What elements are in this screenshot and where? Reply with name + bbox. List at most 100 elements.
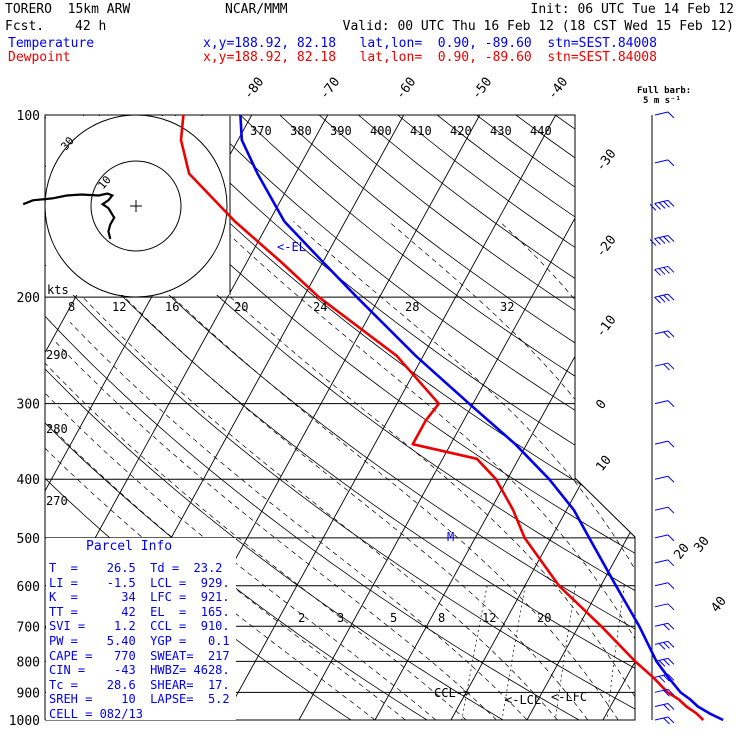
isotherm-line (222, 115, 557, 720)
wind-barb (654, 111, 675, 119)
wind-barb-flag (667, 235, 675, 242)
wind-barb-staff (654, 400, 669, 405)
isotherm-line (450, 115, 635, 720)
dry-adiabat-line (45, 115, 504, 720)
dry-adiabat-line (200, 115, 635, 720)
wind-barb-staff (654, 582, 669, 587)
init-time: Init: 06 UTC Tue 14 Feb 12 (530, 2, 735, 17)
pressure-label: 500 (17, 532, 40, 547)
wind-barb (654, 582, 675, 590)
mixing-ratio-label: 20 (537, 611, 551, 625)
moist-adiabat-line (97, 269, 589, 720)
parcel-info-title: Parcel Info (86, 539, 173, 554)
isotherm-label: -80 (241, 75, 267, 103)
dry-adiabat-line (45, 115, 635, 720)
wind-barb-flag (667, 111, 675, 119)
isotherm-label: 10 (593, 453, 614, 475)
theta-side-label: 280 (46, 422, 68, 436)
dry-adiabat-line (436, 115, 635, 720)
wind-barb (654, 440, 675, 448)
wind-barb (654, 506, 675, 514)
wind-barb-flag (654, 269, 661, 276)
ccl-annotation: CCL-> (434, 686, 470, 700)
wind-barb-staff (654, 716, 669, 721)
wind-barb-staff (654, 159, 669, 164)
wind-barb-staff (654, 330, 669, 335)
pressure-label: 400 (17, 473, 40, 488)
dry-adiabat-line (318, 115, 635, 720)
dewpoint-location: x,y=188.92, 82.18 lat,lon= 0.90, -89.60 … (203, 50, 657, 65)
wind-barb-staff (654, 657, 669, 662)
dry-adiabat-line (82, 115, 635, 720)
wind-barb-flag (667, 200, 675, 207)
wind-barb-flag (667, 582, 675, 590)
wind-barb-flag (663, 674, 670, 682)
temperature-profile (239, 114, 724, 722)
wind-barb-flag (667, 688, 675, 696)
parcel-info-row: CAPE = 770 SWEAT= 217 (49, 648, 230, 663)
wind-barb-flag (663, 717, 670, 725)
dry-adiabat-line (45, 115, 580, 720)
wind-barb-flag (667, 400, 675, 408)
model-title: TORERO 15km ARW (5, 2, 131, 17)
pressure-label: 600 (17, 580, 40, 595)
theta-label: 390 (330, 124, 352, 138)
theta-label: 410 (410, 124, 432, 138)
pressure-label: 900 (17, 686, 40, 701)
wind-barb-staff (654, 506, 669, 511)
el-annotation: <-EL (277, 240, 306, 254)
wind-barb-flag (667, 716, 675, 724)
dry-adiabat-line (45, 115, 635, 720)
wind-barb (654, 688, 675, 697)
theta-side-label: 270 (46, 494, 68, 508)
wind-barb-staff (654, 603, 669, 608)
isotherm-label: -20 (593, 233, 619, 261)
barb-legend-title: Full barb: (637, 86, 692, 96)
theta-label: 370 (250, 124, 272, 138)
wind-barb-staff (654, 559, 669, 564)
wind-barb-staff (654, 199, 669, 204)
wind-barb (654, 603, 675, 611)
wind-barb-staff (654, 534, 669, 539)
isotherm-label: -50 (469, 75, 495, 103)
wind-barb (654, 293, 675, 304)
wind-barb-flag (649, 239, 657, 246)
center-name: NCAR/MMM (225, 2, 288, 17)
pressure-label: 1000 (9, 714, 40, 729)
wind-barb-flag (663, 363, 670, 371)
dry-adiabat-line (476, 115, 635, 720)
isotherm-label: -70 (317, 75, 343, 103)
theta-label: 440 (530, 124, 552, 138)
wind-barb (654, 716, 675, 725)
wind-barb-flag (663, 689, 670, 697)
wind-barb-staff (654, 703, 669, 708)
wind-barb-flag (667, 266, 675, 273)
dry-adiabat-line (397, 115, 635, 720)
wind-barb-staff (654, 640, 669, 645)
wind-barb-flag (667, 506, 675, 514)
dry-adiabat-line (240, 115, 635, 720)
mixing-ratio-label: 2 (298, 611, 305, 625)
wind-barb-staff (654, 688, 669, 693)
wind-barb-flag (667, 293, 675, 301)
hodograph-unit: kts (47, 283, 69, 297)
wind-barb-flag (667, 440, 675, 448)
hodograph-axis-label: 28 (405, 300, 419, 314)
wind-barb (654, 330, 675, 339)
profile-marker: M (447, 530, 454, 544)
theta-label: 420 (450, 124, 472, 138)
forecast-value: 42 h (75, 19, 107, 34)
dry-adiabat-line (358, 115, 635, 720)
pressure-label: 200 (17, 291, 40, 306)
wind-barb-staff (654, 673, 669, 678)
mixing-ratio-label: 12 (482, 611, 496, 625)
mixing-ratio-label: 3 (337, 611, 344, 625)
wind-barb-staff (654, 622, 669, 627)
wind-barb-staff (654, 235, 669, 239)
mixing-ratio-label: 8 (438, 611, 445, 625)
hodograph-ring (44, 114, 228, 298)
pressure-label: 300 (17, 398, 40, 413)
wind-barb-staff (654, 293, 669, 298)
hodograph-axis-label: 12 (112, 300, 126, 314)
